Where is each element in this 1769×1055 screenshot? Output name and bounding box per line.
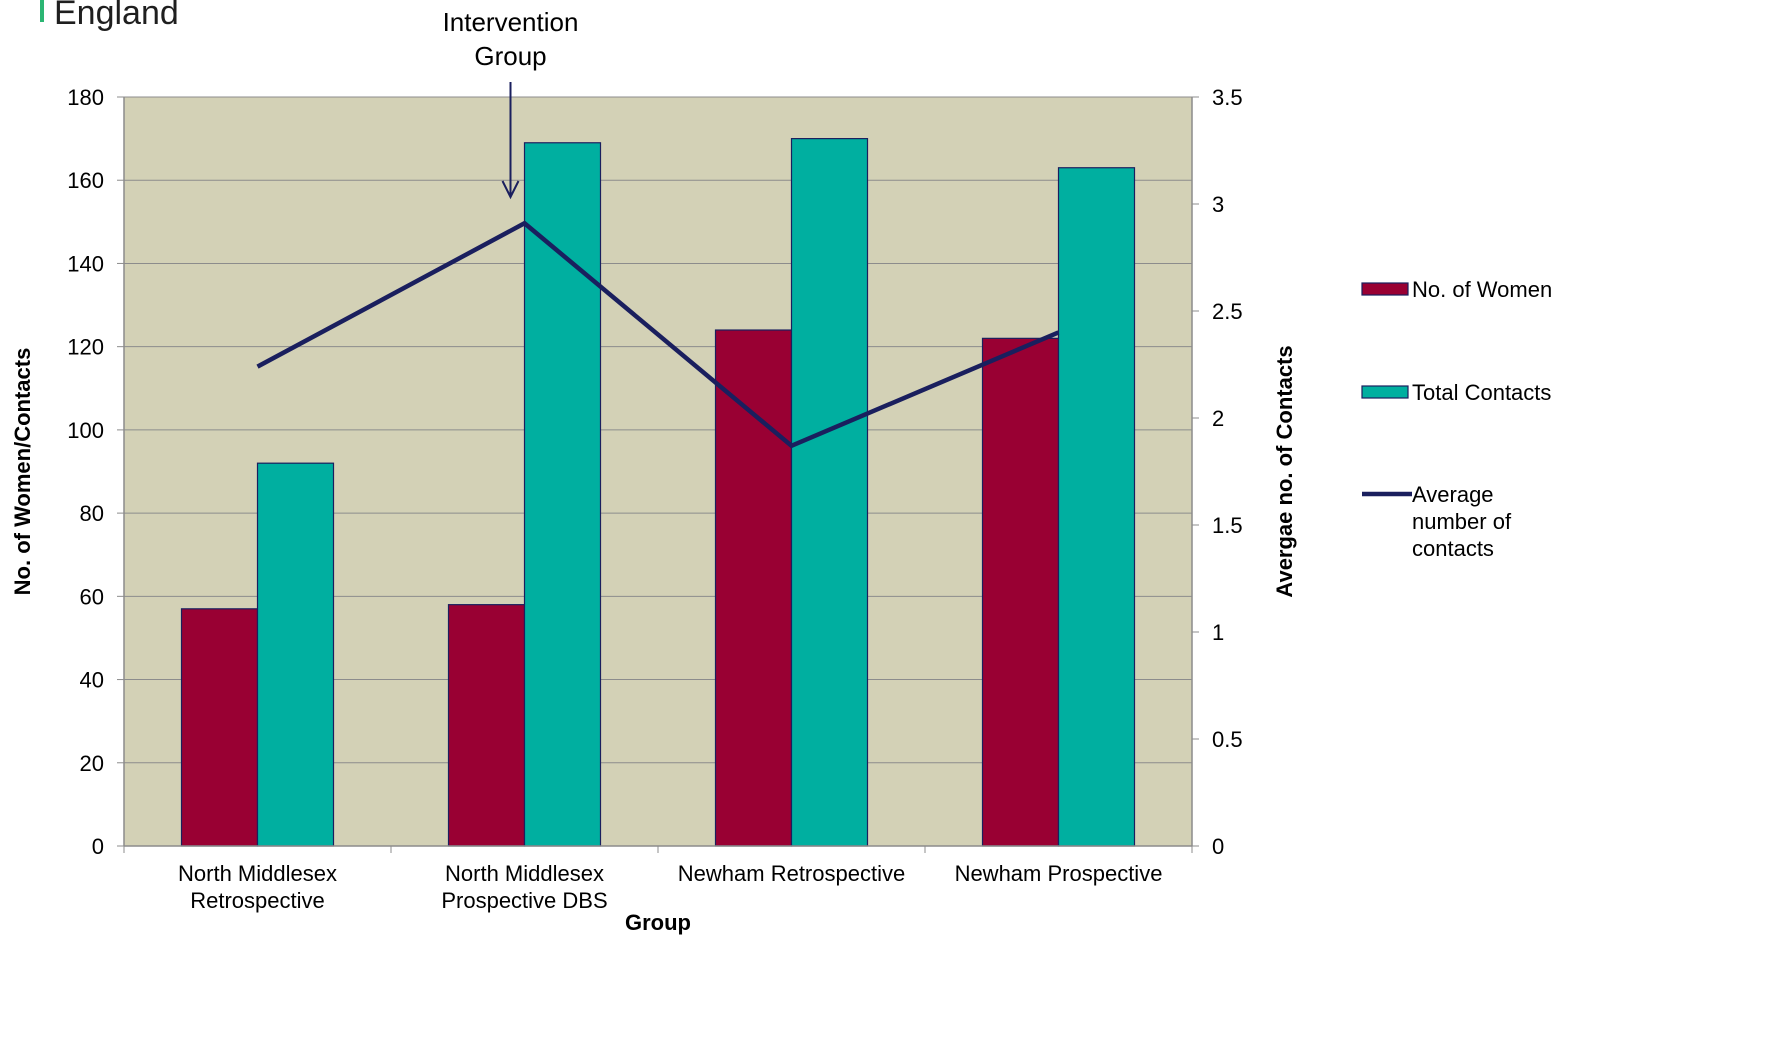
category-label: Prospective DBS — [441, 888, 607, 913]
legend-swatch-contacts — [1361, 385, 1409, 399]
legend-label-average: number of — [1412, 509, 1512, 534]
left-tick-label: 120 — [67, 335, 104, 360]
right-tick-label: 1.5 — [1212, 513, 1243, 538]
bar-women — [714, 329, 793, 847]
right-tick-label: 0.5 — [1212, 727, 1243, 752]
y2-axis-label: Avergae no. of Contacts — [1272, 345, 1297, 597]
right-tick-label: 2.5 — [1212, 299, 1243, 324]
average-line-group — [256, 220, 1060, 449]
category-label: North Middlesex — [445, 861, 604, 886]
intervention-annotation: Intervention Group — [443, 7, 579, 200]
x-axis-label: Group — [625, 910, 691, 935]
left-tick-label: 180 — [67, 85, 104, 110]
bar-women — [447, 604, 526, 847]
accent-bar — [40, 0, 44, 22]
right-tick-label: 2 — [1212, 406, 1224, 431]
left-tick-label: 20 — [80, 751, 104, 776]
left-tick-label: 60 — [80, 584, 104, 609]
left-tick-label: 160 — [67, 168, 104, 193]
annotation-arrowhead — [501, 180, 520, 200]
left-tick-label: 0 — [92, 834, 104, 859]
left-tick-label: 100 — [67, 418, 104, 443]
bar-contacts — [256, 462, 335, 847]
left-tick-label: 40 — [80, 668, 104, 693]
left-axis-ticks: 0 20 40 60 80 100 120 140 160 180 — [67, 85, 124, 859]
bar-contacts — [790, 138, 869, 847]
header-text: England — [54, 0, 179, 32]
legend-label-average: Average — [1412, 482, 1494, 507]
right-tick-label: 0 — [1212, 834, 1224, 859]
category-label: Newham Retrospective — [678, 861, 905, 886]
right-tick-label: 1 — [1212, 620, 1224, 645]
annotation-line-2: Group — [474, 41, 546, 71]
legend-label-women: No. of Women — [1412, 277, 1552, 302]
y-axis-label: No. of Women/Contacts — [10, 348, 35, 596]
left-tick-label: 140 — [67, 251, 104, 276]
legend-label-average: contacts — [1412, 536, 1494, 561]
bar-women — [981, 337, 1060, 847]
right-tick-label: 3 — [1212, 192, 1224, 217]
category-label: Newham Prospective — [955, 861, 1163, 886]
bar-women — [180, 608, 259, 847]
bar-contacts — [1057, 167, 1136, 847]
category-label: Retrospective — [190, 888, 325, 913]
legend: No. of Women Total Contacts Averagenumber … — [1361, 277, 1552, 561]
header-fragment: England — [40, 0, 179, 33]
average-line — [256, 220, 1060, 449]
annotation-line-1: Intervention — [443, 7, 579, 37]
legend-swatch-women — [1361, 282, 1409, 296]
category-label: North Middlesex — [178, 861, 337, 886]
right-axis-ticks: 0 0.5 1 1.5 2 2.5 3 3.5 — [1192, 85, 1243, 859]
legend-label-contacts: Total Contacts — [1412, 380, 1551, 405]
left-tick-label: 80 — [80, 501, 104, 526]
bars — [180, 138, 1136, 847]
right-tick-label: 3.5 — [1212, 85, 1243, 110]
bar-contacts — [523, 142, 602, 847]
